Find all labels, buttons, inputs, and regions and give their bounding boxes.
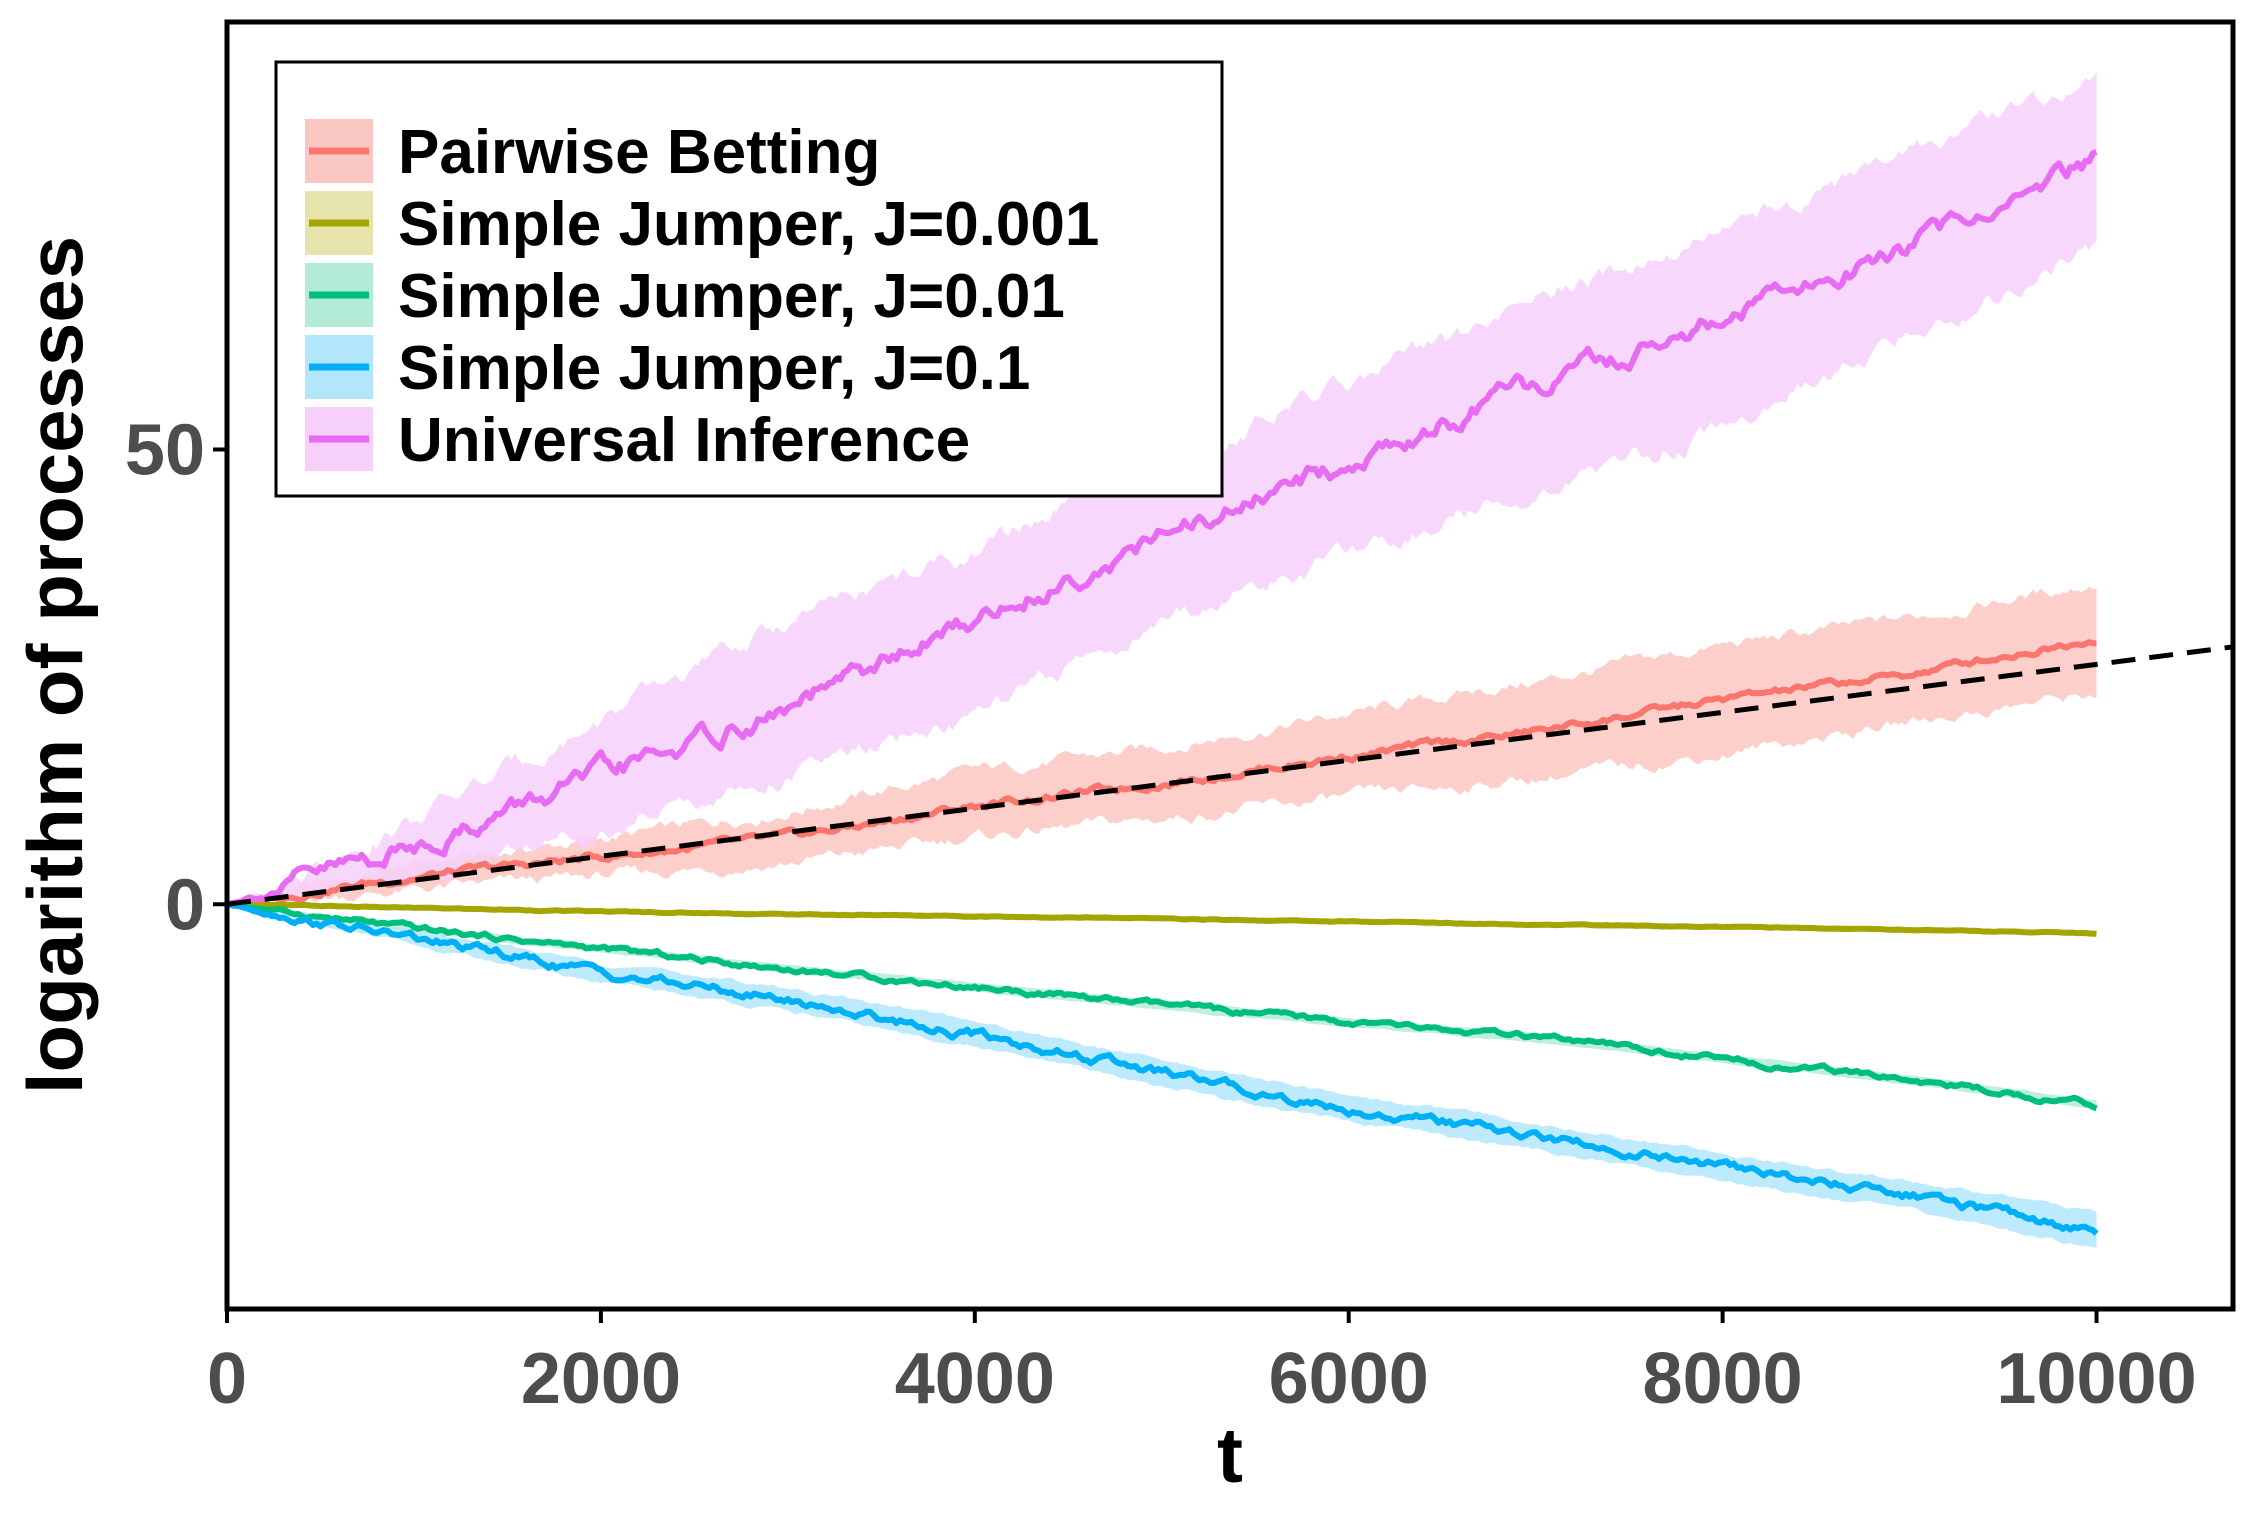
- line-universal-inference: [227, 149, 2098, 908]
- band-pairwise-betting: [227, 586, 2097, 905]
- legend-label-universal-inference: Universal Inference: [398, 406, 970, 475]
- legend-label-simple-jumper-j-0-1: Simple Jumper, J=0.1: [398, 334, 1030, 403]
- reference-line-group: [227, 644, 2233, 907]
- legend-label-pairwise-betting: Pairwise Betting: [398, 118, 880, 187]
- x-tick-label: 4000: [895, 1339, 1055, 1419]
- band-simple-jumper-j-0-1: [227, 904, 2097, 1248]
- x-tick-label: 10000: [1996, 1339, 2196, 1419]
- x-axis: 0 2000 4000 6000 8000 10000: [207, 1311, 2197, 1419]
- reference-line: [227, 644, 2233, 907]
- y-tick-label: 50: [125, 410, 205, 490]
- x-tick-label: 6000: [1269, 1339, 1429, 1419]
- plot-panel-border: [224, 19, 2236, 1312]
- x-tick-label: 2000: [521, 1339, 681, 1419]
- y-axis-title: logarithm of processes: [11, 236, 99, 1094]
- line-simple-jumper-j-0-01: [227, 901, 2098, 1112]
- y-tick-label: 0: [165, 865, 205, 945]
- y-axis: 0 50: [125, 410, 225, 945]
- legend-label-simple-jumper-j-0-001: Simple Jumper, J=0.001: [398, 190, 1099, 259]
- line-simple-jumper-j-0-1: [227, 901, 2099, 1236]
- legend-label-simple-jumper-j-0-01: Simple Jumper, J=0.01: [398, 262, 1065, 331]
- x-tick-label: 0: [207, 1339, 247, 1419]
- line-simple-jumper-j-0-001: [227, 901, 2097, 937]
- x-axis-title: t: [1217, 1411, 1243, 1499]
- legend-box: [274, 60, 1224, 498]
- x-tick-label: 8000: [1643, 1339, 1803, 1419]
